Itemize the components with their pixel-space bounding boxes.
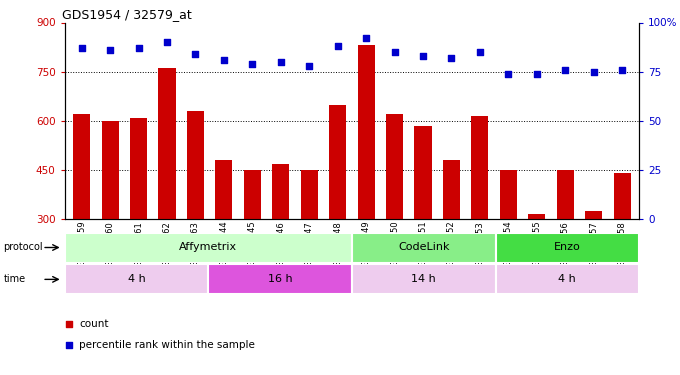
Point	[190, 51, 201, 57]
Point	[76, 45, 87, 51]
Point	[105, 47, 116, 53]
Bar	[216, 160, 233, 219]
Bar	[585, 211, 602, 219]
Text: count: count	[79, 320, 108, 329]
Bar	[386, 114, 403, 219]
Point	[333, 43, 343, 49]
Bar	[500, 170, 517, 219]
Bar	[557, 170, 574, 219]
Bar	[496, 264, 639, 294]
Bar	[471, 116, 488, 219]
Bar	[528, 214, 545, 219]
Text: 16 h: 16 h	[268, 274, 292, 284]
Bar	[352, 232, 496, 262]
Text: Enzo: Enzo	[554, 243, 581, 252]
Text: protocol: protocol	[3, 243, 43, 252]
Bar	[613, 173, 630, 219]
Point	[389, 49, 400, 55]
Text: CodeLink: CodeLink	[398, 243, 449, 252]
Text: GDS1954 / 32579_at: GDS1954 / 32579_at	[62, 8, 192, 21]
Text: 4 h: 4 h	[128, 274, 146, 284]
Bar	[65, 232, 352, 262]
Text: Affymetrix: Affymetrix	[180, 243, 237, 252]
Point	[247, 61, 258, 67]
Point	[560, 67, 571, 73]
Bar	[130, 118, 147, 219]
Text: time: time	[3, 274, 26, 284]
Point	[475, 49, 486, 55]
Point	[588, 69, 599, 75]
Point	[275, 59, 286, 65]
Bar	[101, 121, 118, 219]
Text: 4 h: 4 h	[558, 274, 576, 284]
Bar	[443, 160, 460, 219]
Point	[307, 75, 318, 81]
Bar	[352, 264, 496, 294]
Bar	[244, 170, 261, 219]
Bar	[358, 45, 375, 219]
Point	[307, 262, 318, 268]
Point	[360, 35, 371, 41]
Bar	[496, 232, 639, 262]
Point	[162, 39, 173, 45]
Bar	[301, 170, 318, 219]
Bar	[65, 264, 208, 294]
Point	[503, 70, 514, 77]
Bar	[272, 164, 289, 219]
Text: 14 h: 14 h	[411, 274, 436, 284]
Point	[446, 55, 457, 61]
Point	[418, 53, 428, 59]
Bar	[73, 114, 90, 219]
Bar	[158, 68, 175, 219]
Point	[531, 70, 542, 77]
Text: percentile rank within the sample: percentile rank within the sample	[79, 340, 255, 350]
Point	[617, 67, 628, 73]
Point	[133, 45, 144, 51]
Point	[304, 63, 315, 69]
Point	[218, 57, 229, 63]
Bar	[329, 105, 346, 219]
Bar	[208, 264, 352, 294]
Bar	[415, 126, 432, 219]
Bar	[187, 111, 204, 219]
